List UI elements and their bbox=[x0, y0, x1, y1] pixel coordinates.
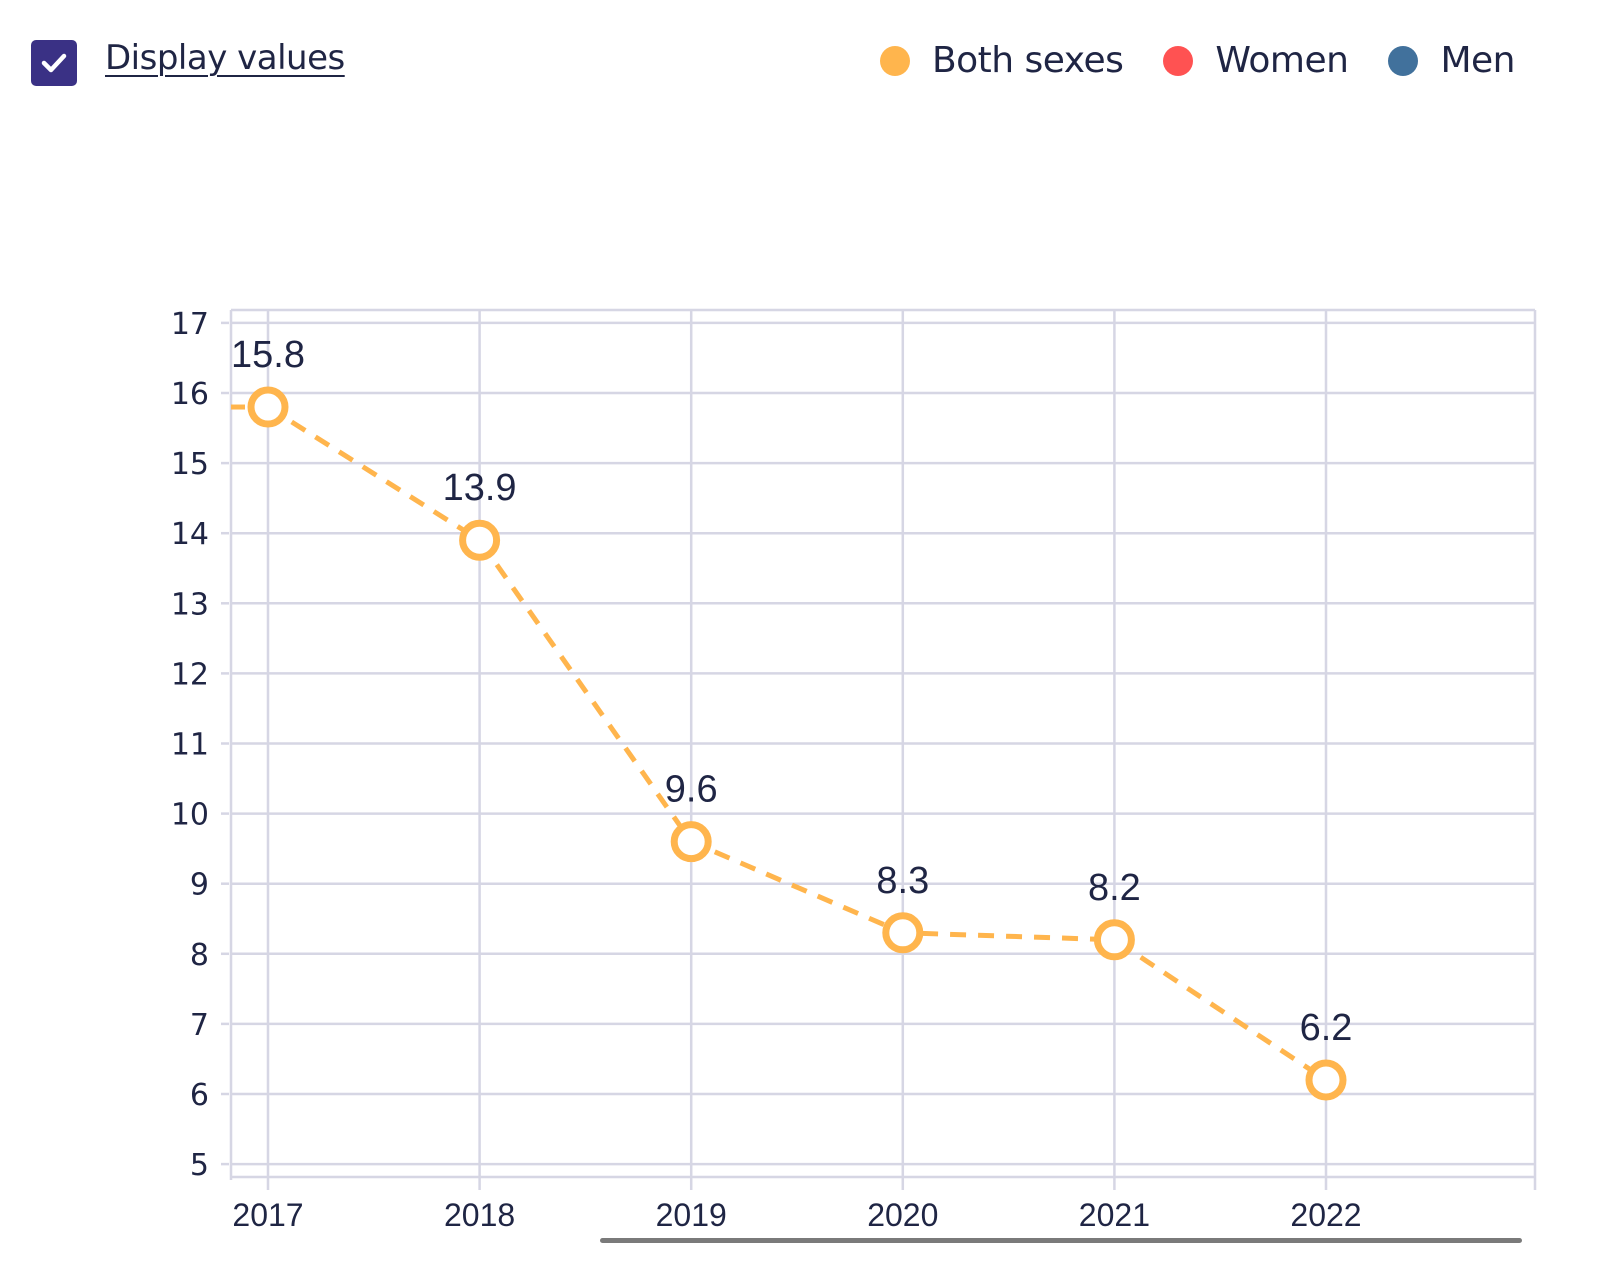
legend: Both sexes Women Men bbox=[840, 40, 1515, 81]
display-values-label[interactable]: Display values bbox=[105, 38, 345, 78]
x-tick-label: 2022 bbox=[1290, 1197, 1361, 1233]
series-both-sexes bbox=[231, 386, 1347, 1101]
legend-item-both-sexes[interactable]: Both sexes bbox=[879, 40, 1124, 81]
y-tick-label: 17 bbox=[171, 307, 209, 342]
checkmark-icon bbox=[41, 53, 67, 73]
y-tick-label: 8 bbox=[190, 938, 209, 973]
data-point bbox=[670, 821, 712, 863]
data-label: 13.9 bbox=[443, 467, 517, 509]
x-tick-label: 2017 bbox=[232, 1197, 303, 1233]
y-tick-label: 15 bbox=[171, 447, 209, 482]
data-label: 6.2 bbox=[1300, 1007, 1353, 1049]
data-label: 8.3 bbox=[876, 860, 929, 902]
data-point bbox=[882, 912, 924, 954]
series-line bbox=[266, 404, 1328, 1083]
data-label: 9.6 bbox=[665, 769, 718, 811]
x-tick-label: 2019 bbox=[656, 1197, 727, 1233]
y-tick-label: 12 bbox=[171, 657, 209, 692]
data-point bbox=[1305, 1059, 1347, 1101]
y-tick-label: 10 bbox=[171, 798, 209, 833]
x-tick-label: 2018 bbox=[444, 1197, 515, 1233]
data-point bbox=[247, 386, 289, 428]
legend-item-women[interactable]: Women bbox=[1163, 40, 1349, 81]
data-label: 15.8 bbox=[231, 334, 305, 376]
x-tick-label: 2021 bbox=[1079, 1197, 1150, 1233]
y-tick-label: 11 bbox=[171, 728, 209, 763]
legend-label: Both sexes bbox=[931, 40, 1124, 81]
data-label: 8.2 bbox=[1088, 867, 1141, 909]
grid bbox=[229, 308, 1537, 1190]
display-values-checkbox[interactable] bbox=[31, 40, 77, 86]
y-tick-label: 9 bbox=[190, 868, 209, 903]
y-tick-label: 6 bbox=[190, 1078, 209, 1113]
data-point bbox=[459, 519, 501, 561]
horizontal-scrollbar[interactable] bbox=[600, 1238, 1522, 1243]
legend-item-men[interactable]: Men bbox=[1388, 40, 1515, 81]
y-axis: 5 6 7 8 9 10 11 12 13 14 15 16 17 bbox=[171, 307, 229, 1183]
y-tick-label: 14 bbox=[171, 517, 209, 552]
chart-controls: Display values Both sexes Women Men bbox=[0, 0, 1600, 120]
data-point bbox=[1093, 919, 1135, 961]
legend-dot-women bbox=[1163, 45, 1194, 76]
y-tick-label: 7 bbox=[190, 1008, 209, 1043]
legend-dot-men bbox=[1388, 45, 1419, 76]
y-tick-label: 5 bbox=[190, 1148, 209, 1183]
y-tick-label: 13 bbox=[171, 587, 209, 622]
legend-dot-both-sexes bbox=[879, 45, 910, 76]
y-tick-label: 16 bbox=[171, 377, 209, 412]
legend-label: Women bbox=[1215, 40, 1349, 81]
x-tick-label: 2020 bbox=[867, 1197, 938, 1233]
value-labels: 15.8 13.9 9.6 8.3 8.2 6.2 bbox=[231, 334, 1352, 1049]
x-axis: 2017 2018 2019 2020 2021 2022 bbox=[232, 1197, 1361, 1233]
legend-label: Men bbox=[1440, 40, 1515, 81]
